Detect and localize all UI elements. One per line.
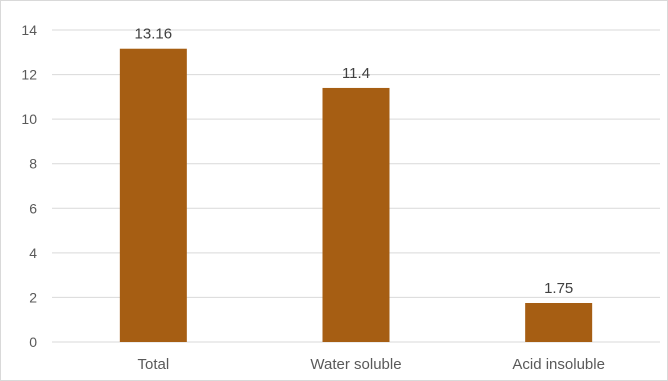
y-tick-label: 12 [21,67,37,83]
y-tick-label: 10 [21,111,37,127]
data-labels: 13.16 11.4 1.75 [135,26,574,297]
x-tick-label: Acid insoluble [512,356,605,373]
y-tick-label: 6 [29,200,37,216]
y-tick-label: 14 [21,22,37,38]
bar [322,87,390,342]
bar [525,303,593,342]
x-axis-labels: Total Water soluble Acid insoluble [137,356,604,373]
y-tick-label: 4 [29,245,37,261]
y-tick-label: 2 [29,289,37,305]
bars [119,48,593,342]
bar [119,48,187,342]
x-tick-label: Water soluble [310,356,401,373]
data-label: 1.75 [544,280,573,297]
data-label: 11.4 [342,65,370,82]
y-axis-ticks: 0 2 4 6 8 10 12 14 [21,22,37,350]
y-tick-label: 8 [29,156,37,172]
y-tick-label: 0 [29,334,37,350]
x-tick-label: Total [137,356,169,373]
data-label: 13.16 [135,26,173,43]
